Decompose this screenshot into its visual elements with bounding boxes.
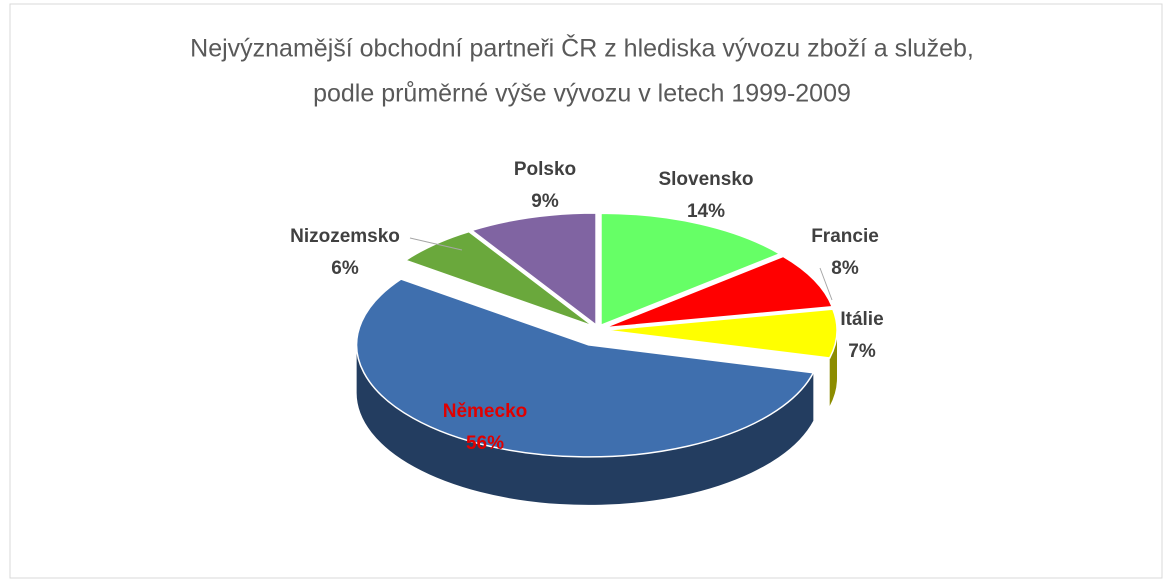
data-label-name: Slovensko [658, 169, 753, 190]
pie-slice [604, 255, 834, 329]
pie-tops [355, 212, 838, 458]
pie-sides [356, 330, 837, 505]
pie-slice [470, 212, 597, 327]
data-label-name: Německo [443, 401, 528, 422]
data-label-value: 56% [466, 433, 504, 454]
chart-title: Nejvýznamější obchodní partneři ČR z hle… [190, 34, 974, 63]
data-label-value: 6% [331, 258, 359, 279]
data-label-name: Polsko [514, 159, 576, 180]
pie-slice-side [829, 330, 837, 407]
data-label-name: Itálie [840, 309, 883, 330]
data-label-value: 8% [831, 258, 859, 279]
pie-slice [604, 308, 838, 359]
pie-slice-side [356, 344, 814, 505]
leader-line [409, 237, 463, 251]
data-label-value: 14% [687, 201, 725, 222]
data-label-name: Nizozemsko [290, 226, 400, 247]
data-label-value: 7% [848, 341, 876, 362]
leader-line [819, 267, 833, 301]
pie-slice [600, 212, 782, 327]
data-label-value: 9% [531, 191, 559, 212]
chart-title: podle průměrné výše vývozu v letech 1999… [313, 80, 851, 108]
data-label-name: Francie [811, 226, 879, 247]
pie-slice [403, 230, 594, 327]
pie-slice [355, 278, 815, 458]
